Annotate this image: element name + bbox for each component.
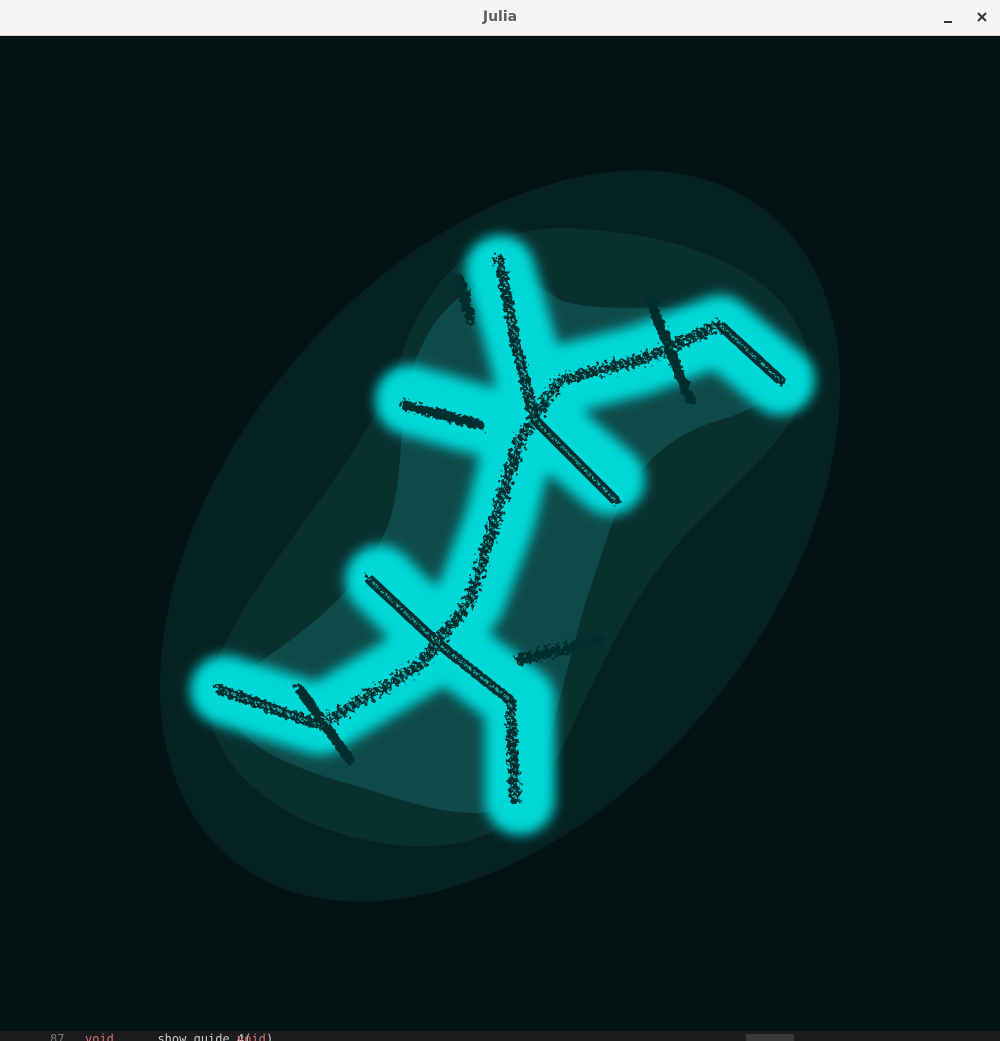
scroll-thumb	[746, 1034, 794, 1041]
close-button[interactable]	[970, 6, 994, 30]
window-title: Julia	[482, 9, 518, 25]
fractal-view	[0, 36, 1000, 1031]
closing-paren: )	[266, 1032, 274, 1041]
return-type: void	[85, 1032, 114, 1041]
minimize-button[interactable]	[936, 6, 960, 30]
julia-set	[215, 255, 785, 805]
argument: void	[237, 1032, 266, 1041]
function-name: __show_guide_4(	[143, 1032, 252, 1041]
editor-strip: 87 void __show_guide_4( void )	[0, 1031, 1000, 1041]
title-bar: Julia	[0, 0, 1000, 36]
line-number: 87	[50, 1032, 65, 1041]
